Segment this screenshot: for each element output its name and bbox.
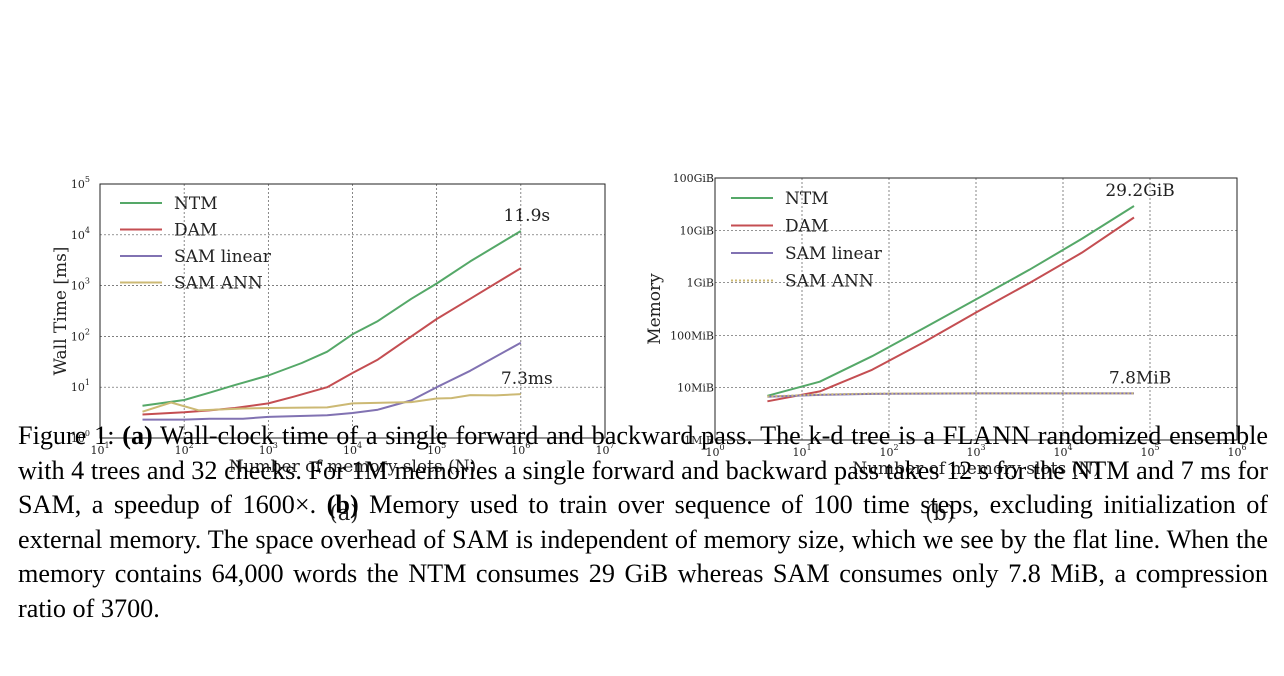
caption-figure-label: Figure 1:	[18, 421, 115, 450]
plot-frame	[99, 183, 606, 439]
x-tick-label: 104	[343, 441, 362, 457]
x-axis-label: Number of memory slots (N)	[229, 457, 477, 477]
data-annotation: 7.8MiB	[1109, 368, 1171, 388]
y-tick-label: 1MiB	[684, 434, 714, 447]
x-tick-label: 106	[1227, 443, 1246, 459]
legend-label: SAM ANN	[174, 274, 263, 294]
legend-label: NTM	[785, 189, 829, 209]
plot-frame	[714, 177, 1238, 441]
series-line-ntm	[767, 205, 1135, 397]
panel-b-chart: 100 101 102 103 104 105 106 1MiB 10MiB 100MiB 1GiB…	[645, 172, 1247, 525]
x-tick-label: 107	[595, 441, 614, 457]
x-tick-label: 106	[511, 441, 530, 457]
y-tick-label: 104	[71, 226, 90, 242]
legend-label: SAM linear	[785, 244, 883, 264]
caption-part-b-marker: (b)	[326, 490, 359, 519]
y-axis-label: Wall Time [ms]	[51, 247, 71, 376]
y-tick-label: 10GiB	[680, 224, 714, 237]
y-tick-label: 101	[71, 378, 90, 394]
series-line-sam-ann	[142, 393, 521, 413]
caption-part-a-marker: (a)	[122, 421, 153, 450]
x-tick-label: 100	[705, 443, 724, 459]
caption-part-a-text: Wall-clock time of a single forward and …	[18, 421, 1268, 519]
caption-part-b-text: Memory used to train over sequence of 10…	[18, 490, 1269, 623]
legend-label: SAM ANN	[785, 272, 874, 292]
subfigure-label: (b)	[925, 501, 955, 525]
x-tick-label: 103	[259, 441, 278, 457]
series-line-sam-linear	[767, 392, 1134, 398]
series-line-sam-ann	[767, 392, 1134, 398]
legend-label: DAM	[785, 217, 828, 237]
series-line-sam-linear	[142, 341, 522, 421]
y-axis-label: Memory	[645, 273, 665, 345]
x-tick-label: 102	[879, 443, 898, 459]
x-tick-label: 105	[427, 441, 446, 457]
y-tick-label: 100	[71, 429, 90, 445]
series-line-ntm	[142, 230, 522, 407]
data-annotation: 29.2GiB	[1105, 181, 1174, 201]
series-line-dam	[767, 216, 1135, 403]
y-tick-label: 103	[71, 277, 90, 293]
x-tick-label: 104	[1053, 443, 1072, 459]
x-tick-label: 101	[90, 441, 109, 457]
panel-a-chart: 101 102 103 104 105 106 107100101102103104105N…	[51, 175, 615, 525]
legend-label: DAM	[174, 221, 217, 241]
y-tick-label: 105	[71, 175, 90, 191]
x-tick-label: 101	[792, 443, 811, 459]
y-tick-label: 100MiB	[670, 329, 714, 342]
x-axis-label: Number of memory slots (N)	[852, 459, 1100, 479]
x-tick-label: 103	[966, 443, 985, 459]
y-tick-label: 100GiB	[673, 172, 714, 185]
y-tick-label: 102	[71, 327, 90, 343]
subfigure-label: (a)	[330, 501, 359, 525]
legend-label: SAM linear	[174, 247, 272, 267]
data-annotation: 7.3ms	[501, 369, 553, 389]
data-annotation: 11.9s	[504, 206, 551, 226]
y-tick-label: 1GiB	[687, 277, 714, 290]
y-tick-label: 10MiB	[677, 382, 714, 395]
legend-label: NTM	[174, 194, 218, 214]
x-tick-label: 102	[175, 441, 194, 457]
figure-caption: Figure 1: (a) Wall-clock time of a singl…	[18, 419, 1268, 626]
x-tick-label: 105	[1140, 443, 1159, 459]
